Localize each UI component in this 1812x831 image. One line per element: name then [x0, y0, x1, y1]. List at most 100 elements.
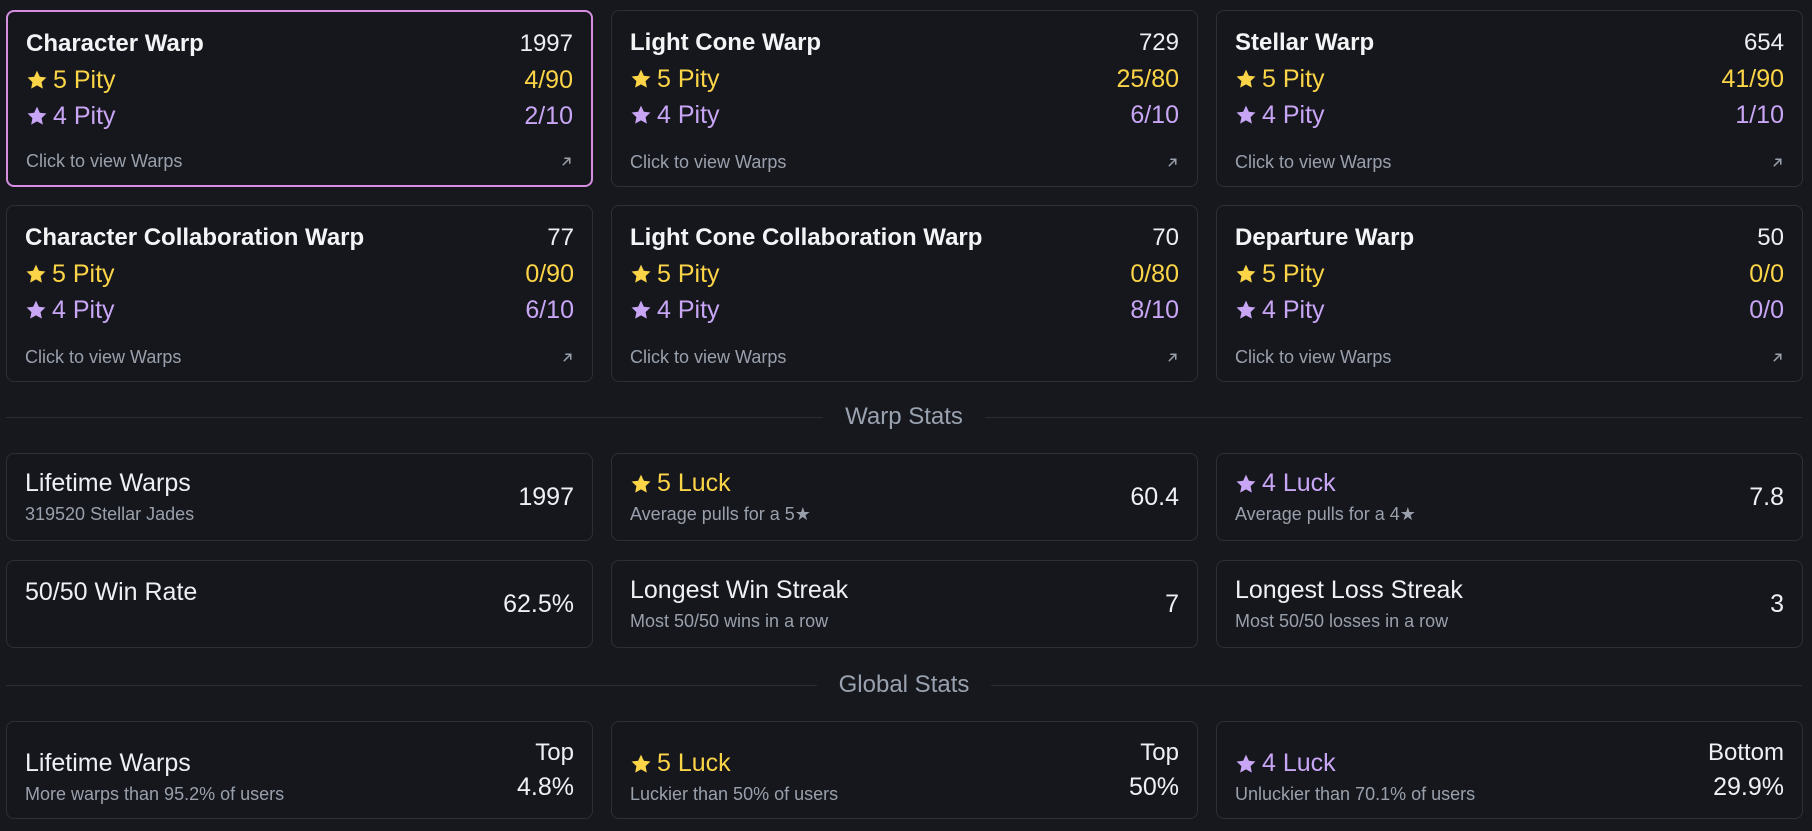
banner-grid-row-2: Character Collaboration Warp 77 5 Pity 0/9…	[6, 205, 1803, 382]
global-four-star-luck-card: 4 Luck Unluckier than 70.1% of users Bott…	[1216, 721, 1803, 819]
view-warps-link[interactable]: Click to view Warps	[630, 152, 787, 172]
banner-title: Departure Warp	[1235, 224, 1415, 251]
warp-stats-heading: Warp Stats	[845, 403, 963, 430]
star-icon	[1235, 104, 1257, 126]
stat-value: 50%	[1128, 772, 1179, 801]
four-pity-value: 2/10	[524, 101, 573, 130]
stat-label: Lifetime Warps	[25, 749, 191, 777]
banner-card-character-warp[interactable]: Character Warp 1997 5 Pity 4/90 4 Pity 2/10…	[6, 10, 593, 187]
banner-card-stellar-warp[interactable]: Stellar Warp 654 5 Pity 41/90 4 Pity 1/10 C…	[1216, 10, 1803, 187]
stat-value: 4.8%	[517, 772, 574, 801]
five-pity-value: 0/90	[525, 259, 574, 288]
stat-value: 1997	[518, 482, 574, 511]
banner-title: Character Collaboration Warp	[25, 224, 365, 251]
star-icon	[630, 263, 652, 285]
four-pity-value: 6/10	[1130, 100, 1179, 129]
five-star-luck-card: 5 Luck Average pulls for a 5★ 60.4	[611, 453, 1198, 541]
banner-title: Stellar Warp	[1235, 29, 1375, 56]
banner-title: Light Cone Warp	[630, 29, 822, 56]
four-pity-value: 1/10	[1735, 100, 1784, 129]
global-stats-divider: Global Stats	[6, 670, 1803, 700]
stat-sub: Most 50/50 losses in a row	[1235, 611, 1449, 631]
four-pity-value: 8/10	[1130, 295, 1179, 324]
star-icon	[1235, 299, 1257, 321]
five-pity-label: 5 Pity	[657, 259, 720, 288]
arrow-up-right-icon	[560, 155, 573, 168]
view-warps-link[interactable]: Click to view Warps	[25, 347, 182, 367]
stat-sub: Unluckier than 70.1% of users	[1235, 784, 1476, 804]
arrow-up-right-icon	[1771, 156, 1784, 169]
star-icon	[630, 104, 652, 126]
star-icon	[630, 68, 652, 90]
banner-count: 77	[547, 224, 574, 251]
five-pity-label: 5 Pity	[53, 65, 116, 94]
stat-label: Longest Win Streak	[630, 576, 849, 604]
stat-value: 7.8	[1749, 482, 1784, 511]
five-pity-value: 25/80	[1116, 64, 1179, 93]
stat-value: 60.4	[1130, 482, 1179, 511]
four-pity-label: 4 Pity	[1262, 295, 1325, 324]
banner-card-light-cone-collaboration-warp[interactable]: Light Cone Collaboration Warp 70 5 Pity 0/…	[611, 205, 1198, 382]
stat-label: 4 Luck	[1262, 749, 1336, 777]
banner-title: Light Cone Collaboration Warp	[630, 224, 983, 251]
four-pity-label: 4 Pity	[1262, 100, 1325, 129]
lifetime-warps-card: Lifetime Warps 319520 Stellar Jades 1997	[6, 453, 593, 541]
banner-title: Character Warp	[26, 30, 204, 57]
longest-loss-streak-card: Longest Loss Streak Most 50/50 losses in …	[1216, 560, 1803, 648]
banner-card-character-collaboration-warp[interactable]: Character Collaboration Warp 77 5 Pity 0/9…	[6, 205, 593, 382]
banner-grid-row-1: Character Warp 1997 5 Pity 4/90 4 Pity 2/10…	[6, 10, 1803, 187]
stat-label: 4 Luck	[1262, 469, 1336, 497]
star-icon	[1235, 753, 1257, 775]
view-warps-link[interactable]: Click to view Warps	[1235, 152, 1392, 172]
global-lifetime-warps-card: Lifetime Warps More warps than 95.2% of u…	[6, 721, 593, 819]
divider-line	[984, 416, 1802, 418]
five-pity-value: 0/80	[1130, 259, 1179, 288]
banner-count: 729	[1138, 29, 1179, 56]
banner-card-light-cone-warp[interactable]: Light Cone Warp 729 5 Pity 25/80 4 Pity 6/1…	[611, 10, 1198, 187]
stat-value: 7	[1165, 589, 1179, 618]
star-icon	[630, 299, 652, 321]
stat-label: 5 Luck	[657, 469, 731, 497]
five-pity-value: 0/0	[1749, 259, 1784, 288]
star-icon	[1235, 473, 1257, 495]
global-stats-heading: Global Stats	[838, 671, 970, 698]
five-pity-label: 5 Pity	[657, 64, 720, 93]
five-pity-value: 41/90	[1721, 64, 1784, 93]
stat-value: 3	[1770, 589, 1784, 618]
stat-sub: Average pulls for a 4★	[1235, 504, 1416, 524]
global-stats-row: Lifetime Warps More warps than 95.2% of u…	[6, 721, 1803, 819]
banner-count: 50	[1757, 224, 1784, 251]
stat-rank: Bottom	[1707, 738, 1784, 766]
arrow-up-right-icon	[1166, 351, 1179, 364]
warp-stats-row-1: Lifetime Warps 319520 Stellar Jades 1997 …	[6, 453, 1803, 541]
star-icon	[1235, 68, 1257, 90]
star-icon	[25, 263, 47, 285]
stat-value: 62.5%	[503, 589, 574, 618]
banner-card-departure-warp[interactable]: Departure Warp 50 5 Pity 0/0 4 Pity 0/0 Cli…	[1216, 205, 1803, 382]
star-icon	[25, 299, 47, 321]
stat-sub: Most 50/50 wins in a row	[630, 611, 829, 631]
stat-sub: Average pulls for a 5★	[630, 504, 811, 524]
global-five-star-luck-card: 5 Luck Luckier than 50% of users Top 50%	[611, 721, 1198, 819]
longest-win-streak-card: Longest Win Streak Most 50/50 wins in a r…	[611, 560, 1198, 648]
arrow-up-right-icon	[1771, 351, 1784, 364]
warp-stats-divider: Warp Stats	[6, 402, 1802, 432]
four-pity-label: 4 Pity	[657, 100, 720, 129]
stat-label: 50/50 Win Rate	[25, 578, 198, 606]
win-rate-card: 50/50 Win Rate 62.5%	[6, 560, 593, 648]
five-pity-label: 5 Pity	[1262, 64, 1325, 93]
view-warps-link[interactable]: Click to view Warps	[1235, 347, 1392, 367]
star-icon	[630, 753, 652, 775]
warp-stats-row-2: 50/50 Win Rate 62.5% Longest Win Streak M…	[6, 560, 1803, 648]
stat-label: 5 Luck	[657, 749, 731, 777]
five-pity-label: 5 Pity	[52, 259, 115, 288]
divider-line	[6, 416, 824, 418]
view-warps-link[interactable]: Click to view Warps	[630, 347, 787, 367]
view-warps-link[interactable]: Click to view Warps	[26, 151, 183, 171]
arrow-up-right-icon	[561, 351, 574, 364]
banner-count: 70	[1152, 224, 1179, 251]
stat-label: Lifetime Warps	[25, 469, 191, 497]
four-pity-label: 4 Pity	[657, 295, 720, 324]
five-pity-value: 4/90	[524, 65, 573, 94]
stat-label: Longest Loss Streak	[1235, 576, 1463, 604]
